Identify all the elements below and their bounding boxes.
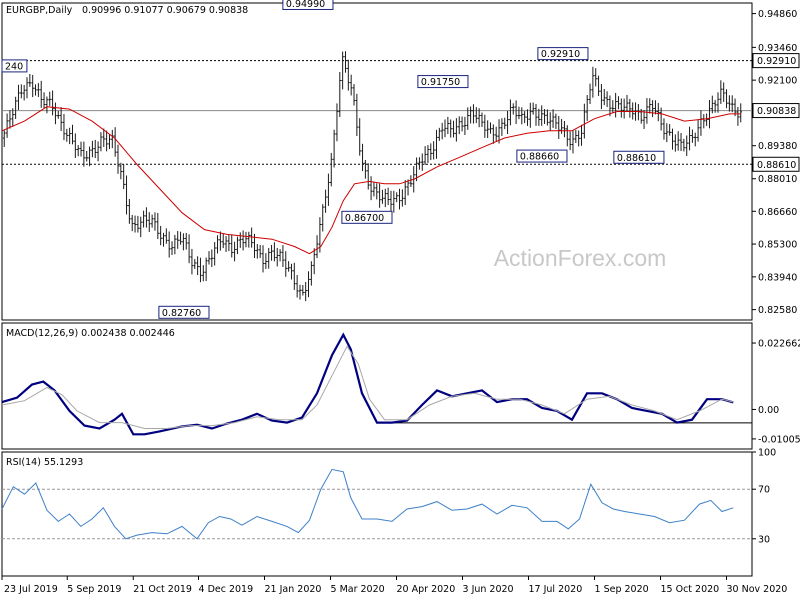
price-y-tick-label: 0.89380 <box>758 141 797 152</box>
price-y-tick-label: 0.82580 <box>758 305 797 316</box>
price-panel-frame <box>1 2 753 321</box>
symbol-label: EURGBP,Daily <box>6 5 73 16</box>
x-tick-label: 30 Nov 2020 <box>727 584 788 595</box>
price-tag-box <box>752 156 800 172</box>
rsi-title: RSI(14) 55.1293 <box>6 457 83 468</box>
x-tick-label: 21 Jan 2020 <box>265 584 322 595</box>
price-tag-box <box>752 103 800 119</box>
annotation-label: 240 <box>5 61 23 72</box>
annotation-label: 0.92910 <box>541 49 580 60</box>
rsi-line <box>1 468 734 540</box>
x-tick-label: 15 Oct 2020 <box>661 584 720 595</box>
watermark-text: ActionForex.com <box>494 245 667 271</box>
annotation-box <box>417 75 469 89</box>
price-panel: 0.948600.934600.921000.907000.893800.880… <box>1 0 800 319</box>
price-y-tick-label: 0.92100 <box>758 76 797 87</box>
annotation-box <box>537 47 589 61</box>
price-tag-label: 0.90838 <box>757 106 796 117</box>
annotation-label: 0.86700 <box>345 213 384 224</box>
annotation-box <box>613 150 665 164</box>
macd-y-tick-label: 0.022662 <box>758 339 800 350</box>
rsi-panel: 100 70 30 <box>1 448 776 545</box>
price-y-tick-label: 0.94860 <box>758 9 797 20</box>
x-tick-label: 20 Apr 2020 <box>397 584 456 595</box>
annotation-box <box>341 210 393 224</box>
x-tick-label: 5 Mar 2020 <box>331 584 385 595</box>
macd-signal-line <box>1 345 734 429</box>
price-tag-box <box>752 53 800 69</box>
x-tick-label: 23 Jul 2019 <box>4 584 58 595</box>
price-tag-label: 0.92910 <box>757 56 796 67</box>
x-axis: 23 Jul 2019 5 Sep 2019 21 Oct 2019 4 Dec 20… <box>1 576 788 595</box>
annotation-box <box>282 0 334 10</box>
x-tick-label: 5 Sep 2019 <box>67 584 121 595</box>
rsi-panel-frame <box>1 451 753 577</box>
macd-y-tick-label: -0.010052 <box>758 434 800 445</box>
macd-panel-frame <box>1 322 753 450</box>
x-tick-label: 4 Dec 2019 <box>199 584 254 595</box>
price-y-tick-label: 0.93460 <box>758 43 797 54</box>
annotation-box <box>158 305 210 319</box>
price-y-tick-label: 0.86660 <box>758 207 797 218</box>
rsi-y-tick-label: 100 <box>758 448 776 459</box>
price-y-tick-label: 0.83940 <box>758 272 797 283</box>
x-tick-label: 3 Jun 2020 <box>463 584 514 595</box>
annotation-label: 0.88660 <box>520 152 559 163</box>
annotation-box <box>516 149 568 163</box>
macd-y-tick-label: 0.00 <box>758 405 779 416</box>
x-tick-label: 17 Jul 2020 <box>529 584 583 595</box>
annotation-label: 0.91750 <box>421 77 460 88</box>
price-tag-label: 0.88610 <box>757 160 796 171</box>
moving-average-line <box>1 106 741 255</box>
macd-title: MACD(12,26,9) 0.002438 0.002446 <box>6 328 175 339</box>
macd-panel: 0.022662 0.00 -0.010052 <box>1 332 800 445</box>
price-y-tick-label: 0.85300 <box>758 240 797 251</box>
annotation-label: 0.94990 <box>286 0 325 10</box>
annotation-box <box>1 59 28 73</box>
rsi-y-tick-label: 70 <box>758 485 770 496</box>
annotation-label: 0.82760 <box>162 308 201 319</box>
annotation-label: 0.88610 <box>617 153 656 164</box>
x-tick-label: 21 Oct 2019 <box>133 584 192 595</box>
x-tick-label: 1 Sep 2020 <box>595 584 649 595</box>
ohlc-label: 0.90996 0.91077 0.90679 0.90838 <box>82 5 248 16</box>
rsi-y-tick-label: 30 <box>758 534 770 545</box>
price-y-tick-label: 0.88010 <box>758 174 797 185</box>
